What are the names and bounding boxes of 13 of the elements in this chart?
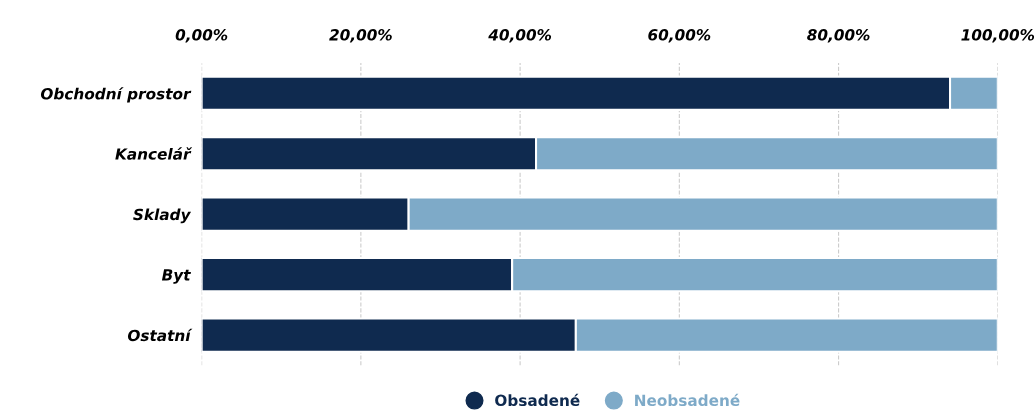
legend-label: Neobsadené [635, 393, 740, 407]
y-tick-label: Obchodní prostor [40, 87, 192, 103]
x-tick-label: 100,00% [961, 29, 1034, 43]
x-tick-label: 60,00% [648, 29, 711, 43]
y-tick-label: Ostatní [127, 328, 193, 342]
y-tick-label: Byt [161, 269, 191, 284]
y-tick-label: Sklady [133, 208, 192, 224]
x-tick-label: 20,00% [329, 29, 392, 43]
legend-label: Obsadené [495, 393, 580, 407]
x-tick-label: 80,00% [807, 29, 870, 43]
x-tick-label: 40,00% [488, 29, 552, 43]
x-tick-label: 0,00% [175, 29, 228, 43]
y-tick-label: Kancelář [115, 147, 193, 160]
